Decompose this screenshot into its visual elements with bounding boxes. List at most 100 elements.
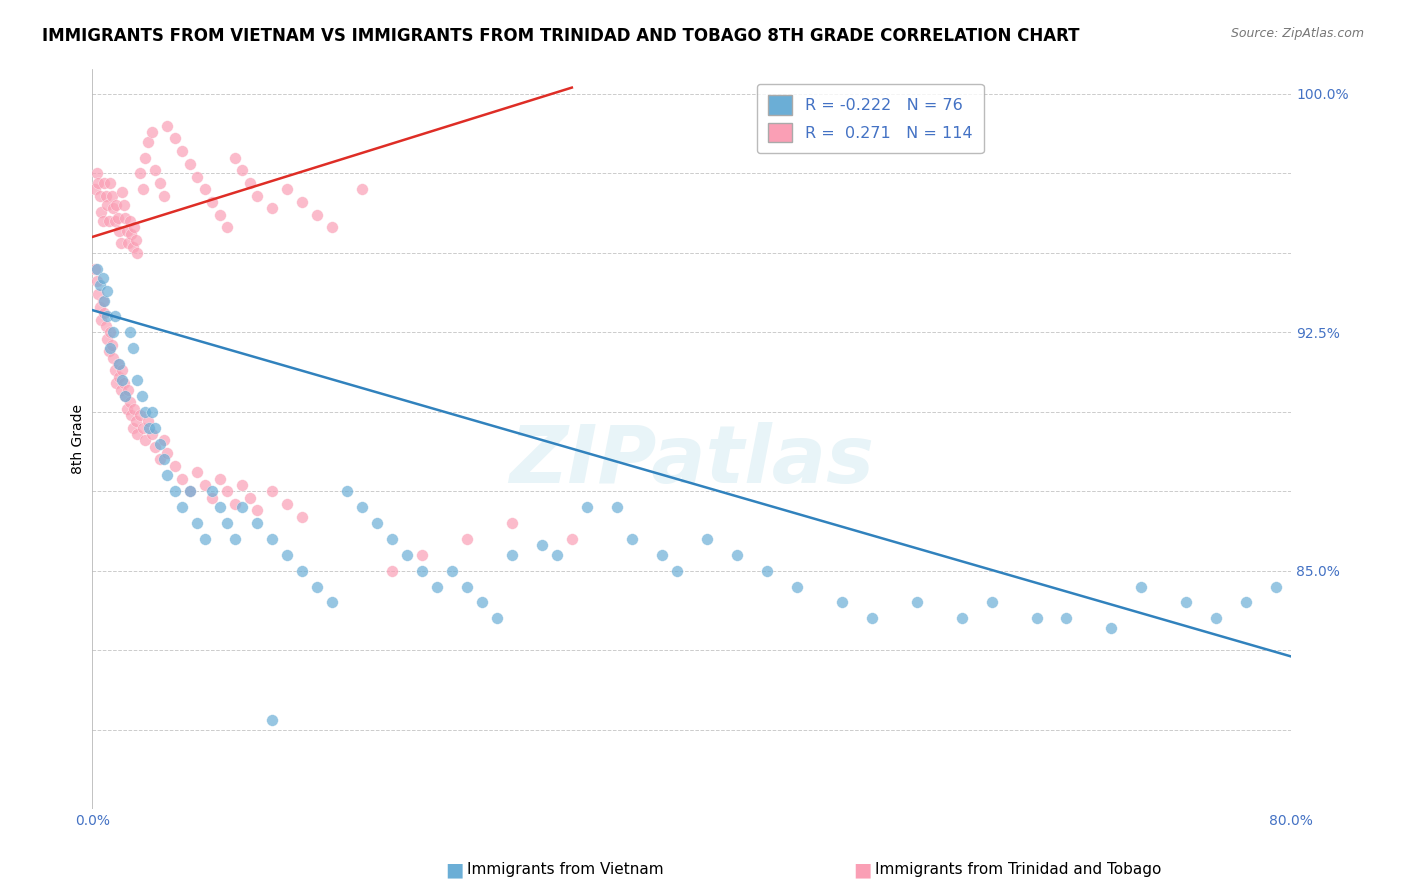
Point [665, 564, 688, 578]
Point [141, 427, 163, 442]
Point [129, 166, 152, 180]
Point [94, 188, 117, 202]
Point [86, 261, 108, 276]
Point [124, 233, 146, 247]
Point [620, 532, 643, 546]
Point [136, 414, 159, 428]
Point [94, 318, 117, 333]
Point [471, 595, 494, 609]
Point [114, 389, 136, 403]
Point [112, 376, 135, 391]
Point [120, 227, 142, 241]
Point [84, 261, 107, 276]
Point [108, 224, 131, 238]
Point [485, 611, 508, 625]
Point [127, 427, 149, 442]
Point [1101, 621, 1123, 635]
Point [89, 188, 111, 202]
Point [239, 176, 262, 190]
Point [120, 408, 142, 422]
Point [950, 611, 973, 625]
Point [395, 548, 418, 562]
Point [260, 484, 283, 499]
Point [143, 163, 166, 178]
Point [132, 420, 155, 434]
Point [366, 516, 388, 530]
Point [411, 548, 433, 562]
Point [108, 369, 131, 384]
Point [201, 491, 224, 505]
Point [321, 220, 343, 235]
Point [143, 440, 166, 454]
Point [96, 310, 118, 324]
Point [108, 357, 131, 371]
Point [350, 500, 373, 515]
Point [149, 452, 172, 467]
Y-axis label: 8th Grade: 8th Grade [72, 404, 86, 474]
Point [107, 211, 129, 225]
Point [224, 532, 246, 546]
Point [350, 182, 373, 196]
Point [1056, 611, 1078, 625]
Point [111, 363, 134, 377]
Point [89, 277, 111, 292]
Point [97, 344, 120, 359]
Point [91, 214, 114, 228]
Point [217, 516, 239, 530]
Point [725, 548, 748, 562]
Point [426, 580, 449, 594]
Point [143, 420, 166, 434]
Point [291, 194, 314, 209]
Point [305, 208, 328, 222]
Point [138, 420, 160, 434]
Point [651, 548, 673, 562]
Point [121, 420, 143, 434]
Point [163, 458, 186, 473]
Point [156, 446, 179, 460]
Point [114, 211, 136, 225]
Point [186, 465, 208, 479]
Point [141, 405, 163, 419]
Point [98, 176, 121, 190]
Point [179, 484, 201, 499]
Point [153, 434, 176, 448]
Point [100, 188, 122, 202]
Point [115, 401, 138, 416]
Point [91, 271, 114, 285]
Point [305, 580, 328, 594]
Point [141, 125, 163, 139]
Point [101, 326, 124, 340]
Point [131, 389, 153, 403]
Point [231, 478, 253, 492]
Text: Immigrants from Trinidad and Tobago: Immigrants from Trinidad and Tobago [875, 863, 1161, 877]
Point [501, 548, 523, 562]
Point [276, 497, 298, 511]
Point [93, 306, 115, 320]
Point [87, 287, 110, 301]
Point [224, 497, 246, 511]
Point [1130, 580, 1153, 594]
Point [118, 214, 141, 228]
Point [239, 491, 262, 505]
Text: Immigrants from Vietnam: Immigrants from Vietnam [467, 863, 664, 877]
Point [97, 214, 120, 228]
Point [755, 564, 778, 578]
Point [231, 500, 253, 515]
Point [90, 312, 112, 326]
Point [114, 389, 136, 403]
Point [127, 373, 149, 387]
Point [104, 363, 127, 377]
Point [260, 713, 283, 727]
Point [291, 509, 314, 524]
Text: ZIPatlas: ZIPatlas [509, 422, 875, 500]
Point [134, 405, 156, 419]
Point [163, 131, 186, 145]
Point [98, 341, 121, 355]
Point [89, 300, 111, 314]
Point [980, 595, 1002, 609]
Point [276, 548, 298, 562]
Point [208, 208, 231, 222]
Point [156, 468, 179, 483]
Point [575, 500, 598, 515]
Point [107, 357, 129, 371]
